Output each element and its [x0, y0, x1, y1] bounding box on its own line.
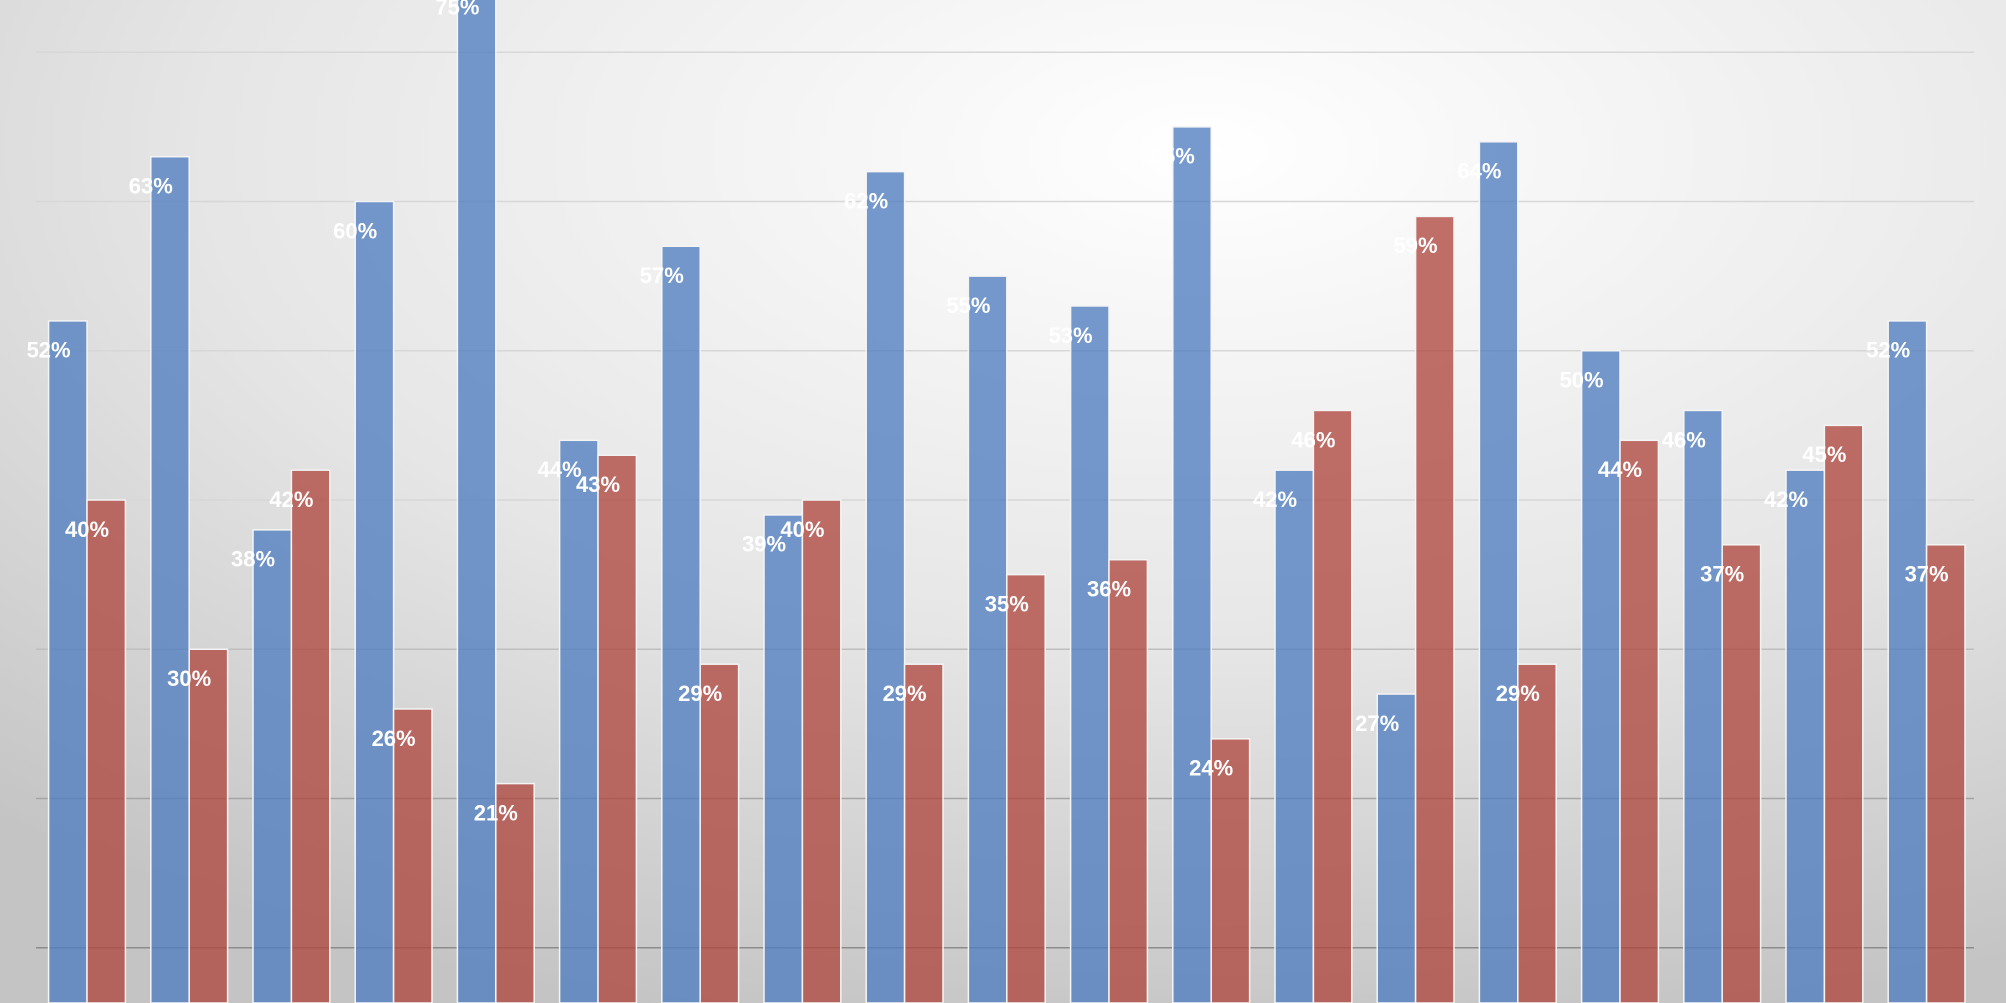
data-label: 21%	[474, 800, 518, 825]
data-label: 29%	[883, 681, 927, 706]
data-label: 64%	[1457, 159, 1501, 184]
data-label: 26%	[372, 726, 416, 751]
bar	[392, 708, 433, 1003]
data-label: 42%	[1764, 487, 1808, 512]
bar	[865, 170, 906, 1003]
bar	[1006, 573, 1046, 1003]
bar	[699, 663, 740, 1003]
bar	[1517, 663, 1557, 1003]
bar	[150, 155, 190, 1003]
bar	[1823, 424, 1864, 1003]
data-label: 44%	[538, 457, 582, 482]
bar	[801, 499, 842, 1003]
bar	[252, 529, 293, 1003]
bar	[495, 782, 535, 1003]
bar	[763, 514, 804, 1003]
bar	[47, 320, 88, 1003]
data-label: 46%	[1662, 427, 1706, 452]
bar	[1785, 469, 1826, 1003]
data-label: 39%	[742, 532, 786, 557]
data-label: 36%	[1087, 577, 1131, 602]
data-label: 42%	[269, 487, 313, 512]
bar	[456, 0, 497, 1003]
data-label: 63%	[129, 174, 173, 199]
bar	[661, 245, 701, 1003]
bar	[1414, 215, 1455, 1003]
data-label: 40%	[65, 517, 109, 542]
bar	[1210, 738, 1251, 1003]
data-label: 75%	[435, 0, 479, 19]
data-label: 52%	[27, 338, 71, 363]
bar	[1376, 693, 1417, 1003]
data-label: 44%	[1598, 457, 1642, 482]
data-label: 35%	[985, 591, 1029, 616]
bar	[1580, 350, 1621, 1003]
bar	[1172, 126, 1212, 1003]
bar	[188, 648, 229, 1003]
data-label: 65%	[1151, 144, 1195, 169]
bar	[354, 200, 395, 1003]
bar	[1069, 305, 1110, 1003]
data-label: 45%	[1802, 442, 1846, 467]
data-label: 37%	[1700, 562, 1744, 587]
data-label: 27%	[1355, 711, 1399, 736]
bar	[1619, 439, 1660, 1003]
bar	[290, 469, 331, 1003]
data-label: 53%	[1049, 323, 1093, 348]
bar	[967, 275, 1008, 1003]
data-label: 42%	[1253, 487, 1297, 512]
data-label: 37%	[1905, 562, 1949, 587]
bar	[1721, 544, 1762, 1003]
data-label: 50%	[1560, 368, 1604, 393]
bar	[903, 663, 944, 1003]
bar	[1312, 409, 1353, 1003]
bar	[1478, 141, 1519, 1003]
data-label: 57%	[640, 263, 684, 288]
data-label: 60%	[333, 218, 377, 243]
bar	[86, 499, 127, 1003]
data-label: 40%	[780, 517, 824, 542]
bar	[1887, 320, 1928, 1003]
data-label: 59%	[1394, 233, 1438, 258]
data-label: 30%	[167, 666, 211, 691]
bar	[1274, 469, 1315, 1003]
data-label: 29%	[1496, 681, 1540, 706]
data-label: 55%	[946, 293, 990, 318]
data-label: 43%	[576, 472, 620, 497]
bar	[597, 454, 638, 1003]
data-label: 38%	[231, 547, 275, 572]
bar	[1683, 409, 1723, 1003]
data-label: 29%	[678, 681, 722, 706]
data-label: 24%	[1189, 756, 1233, 781]
bar	[1108, 558, 1149, 1003]
data-label: 62%	[844, 188, 888, 213]
bar	[558, 439, 599, 1003]
data-label: 46%	[1291, 427, 1335, 452]
data-label: 52%	[1866, 338, 1910, 363]
bar	[1925, 544, 1966, 1003]
